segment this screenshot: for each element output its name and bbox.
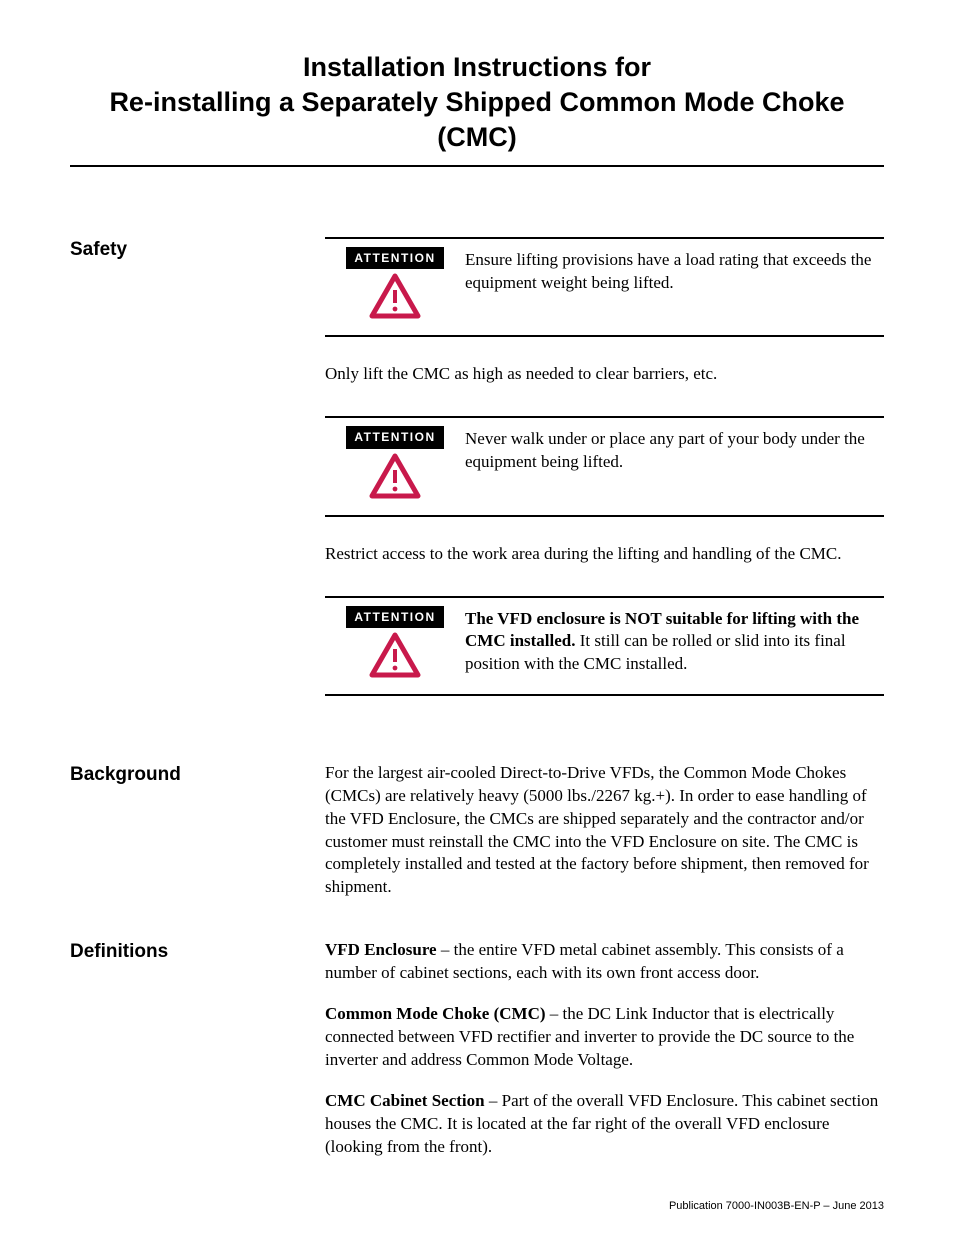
attention-icon-col: ATTENTION bbox=[325, 247, 465, 319]
definition-1: VFD Enclosure – the entire VFD metal cab… bbox=[325, 939, 884, 985]
interstitial-text-1: Only lift the CMC as high as needed to c… bbox=[325, 363, 884, 386]
interstitial-text-2: Restrict access to the work area during … bbox=[325, 543, 884, 566]
attention-badge: ATTENTION bbox=[346, 606, 443, 628]
attention-icon-col: ATTENTION bbox=[325, 426, 465, 498]
definition-3-term: CMC Cabinet Section bbox=[325, 1091, 485, 1110]
section-body-definitions: VFD Enclosure – the entire VFD metal cab… bbox=[325, 939, 884, 1159]
section-label-definitions: Definitions bbox=[70, 939, 325, 1159]
attention-text-1: Ensure lifting provisions have a load ra… bbox=[465, 247, 884, 295]
definition-1-term: VFD Enclosure bbox=[325, 940, 437, 959]
section-body-safety: ATTENTION Ensure lifting provisions have… bbox=[325, 237, 884, 721]
definition-2: Common Mode Choke (CMC) – the DC Link In… bbox=[325, 1003, 884, 1072]
attention-text-2: Never walk under or place any part of yo… bbox=[465, 426, 884, 474]
section-label-safety: Safety bbox=[70, 237, 325, 721]
section-body-background: For the largest air-cooled Direct-to-Dri… bbox=[325, 762, 884, 900]
attention-block-2: ATTENTION Never walk under or place any … bbox=[325, 416, 884, 516]
page-title-block: Installation Instructions for Re-install… bbox=[70, 50, 884, 155]
publication-footer: Publication 7000-IN003B-EN-P – June 2013 bbox=[70, 1199, 884, 1214]
warning-triangle-icon bbox=[369, 453, 421, 499]
title-rule bbox=[70, 165, 884, 167]
title-line-1: Installation Instructions for bbox=[70, 50, 884, 85]
attention-block-1: ATTENTION Ensure lifting provisions have… bbox=[325, 237, 884, 337]
attention-badge: ATTENTION bbox=[346, 426, 443, 448]
attention-block-3: ATTENTION The VFD enclosure is NOT suita… bbox=[325, 596, 884, 696]
section-definitions: Definitions VFD Enclosure – the entire V… bbox=[70, 939, 884, 1159]
warning-triangle-icon bbox=[369, 632, 421, 678]
section-safety: Safety ATTENTION Ensure lifting provisio… bbox=[70, 237, 884, 721]
title-line-2: Re-installing a Separately Shipped Commo… bbox=[70, 85, 884, 155]
background-paragraph: For the largest air-cooled Direct-to-Dri… bbox=[325, 762, 884, 900]
attention-text-3: The VFD enclosure is NOT suitable for li… bbox=[465, 606, 884, 677]
definition-3: CMC Cabinet Section – Part of the overal… bbox=[325, 1090, 884, 1159]
attention-badge: ATTENTION bbox=[346, 247, 443, 269]
section-background: Background For the largest air-cooled Di… bbox=[70, 762, 884, 900]
attention-icon-col: ATTENTION bbox=[325, 606, 465, 678]
definition-2-term: Common Mode Choke (CMC) bbox=[325, 1004, 546, 1023]
warning-triangle-icon bbox=[369, 273, 421, 319]
section-label-background: Background bbox=[70, 762, 325, 900]
